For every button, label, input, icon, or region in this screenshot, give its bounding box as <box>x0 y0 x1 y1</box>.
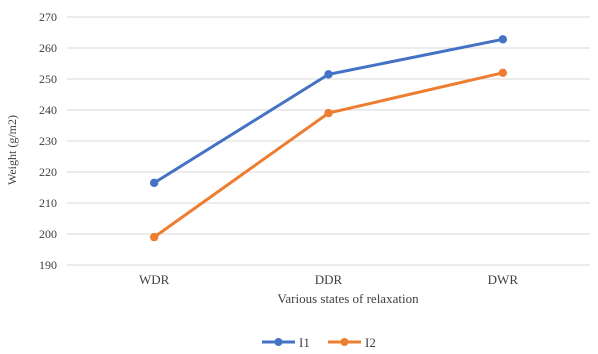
y-tick-label: 220 <box>39 165 57 179</box>
series-layer <box>149 35 508 242</box>
y-tick-label: 190 <box>39 258 57 272</box>
x-tick-label: DWR <box>488 272 519 287</box>
legend-label: I1 <box>299 335 310 350</box>
legend-marker-I2 <box>340 338 349 346</box>
y-tick-label: 250 <box>39 72 57 86</box>
data-point-I1 <box>149 178 159 188</box>
series-line-I2 <box>152 71 505 239</box>
x-axis-label: Various states of relaxation <box>277 291 419 306</box>
data-point-I2 <box>149 232 159 242</box>
data-point-I2 <box>498 68 508 78</box>
legend-label: I2 <box>365 335 376 350</box>
y-tick-label: 240 <box>39 103 57 117</box>
y-tick-label: 270 <box>39 10 57 24</box>
data-point-I1 <box>498 35 508 44</box>
y-tick-label: 200 <box>39 227 57 241</box>
x-tick-label: DDR <box>315 272 343 287</box>
y-tick-label: 260 <box>39 41 57 55</box>
y-axis-ticks: 190 200 210 220 230 240 250 260 270 <box>39 10 57 272</box>
data-point-I2 <box>324 108 333 118</box>
x-axis-ticks: WDR DDR DWR <box>139 272 518 287</box>
legend: I1 I2 <box>262 335 376 350</box>
x-tick-label: WDR <box>139 272 170 287</box>
data-point-I1 <box>324 70 333 79</box>
gridlines <box>67 16 590 266</box>
y-tick-label: 230 <box>39 134 57 148</box>
legend-marker-I1 <box>274 338 283 346</box>
y-tick-label: 210 <box>39 196 57 210</box>
y-axis-label: Weight (g/m2) <box>5 115 19 185</box>
